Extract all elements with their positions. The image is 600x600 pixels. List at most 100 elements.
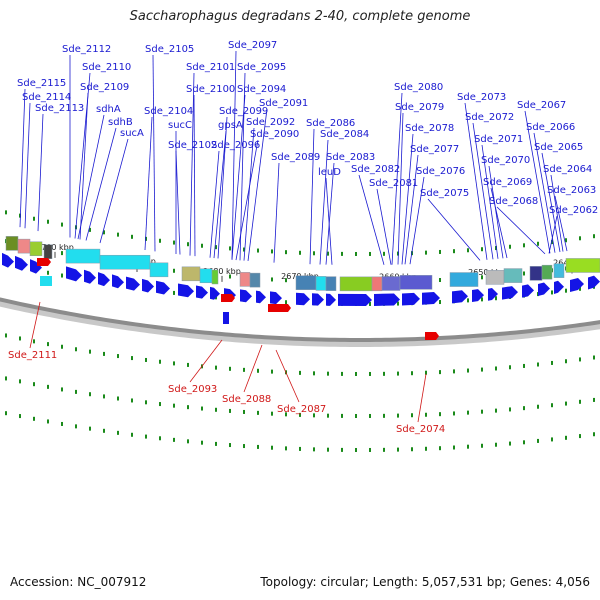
- dotted-ring-mark: [229, 366, 231, 371]
- dotted-ring-mark: [313, 371, 315, 376]
- dotted-ring-mark: [201, 243, 203, 248]
- leader-line: [309, 128, 315, 265]
- dotted-ring-mark: [33, 416, 35, 421]
- gene-label-sde-2083: Sde_2083: [326, 152, 375, 163]
- gene-label-sde-2064: Sde_2064: [543, 164, 592, 175]
- dotted-ring-mark: [187, 242, 189, 247]
- genome-summary-text: Topology: circular; Length: 5,057,531 bp…: [260, 575, 590, 589]
- dotted-ring-mark: [229, 246, 231, 251]
- dotted-ring-mark: [453, 369, 455, 374]
- feature-box: [29, 241, 43, 257]
- leader-line: [213, 130, 227, 259]
- leader-line: [404, 154, 419, 265]
- dotted-ring-mark: [299, 370, 301, 375]
- dotted-ring-mark: [383, 251, 385, 256]
- dotted-ring-mark: [103, 230, 105, 235]
- dotted-ring-mark: [355, 371, 357, 376]
- gene-label-sde-2109: Sde_2109: [80, 82, 129, 93]
- dotted-ring-mark: [509, 244, 511, 249]
- gene-label-sde-2100: Sde_2100: [186, 84, 235, 95]
- leader-line: [193, 94, 196, 257]
- dotted-ring-mark: [215, 441, 217, 446]
- feature-box: [211, 269, 219, 285]
- dotted-ring-mark: [117, 232, 119, 237]
- forward-gene-arrow: [538, 282, 550, 296]
- gene-label-sde-2069: Sde_2069: [483, 177, 532, 188]
- leader-line: [247, 108, 268, 261]
- dotted-ring-mark: [509, 365, 511, 370]
- gene-label-sde-2066: Sde_2066: [526, 122, 575, 133]
- gene-label-sde-2113: Sde_2113: [35, 103, 84, 114]
- dotted-ring-mark: [425, 446, 427, 451]
- dotted-ring-mark: [271, 277, 273, 282]
- gene-label-sdhb: sdhB: [108, 117, 133, 128]
- leader-line: [397, 112, 404, 265]
- gene-label-gpsa: gpsA: [218, 120, 243, 131]
- dotted-ring-mark: [187, 405, 189, 410]
- dotted-ring-mark: [257, 248, 259, 253]
- dotted-ring-mark: [61, 273, 63, 278]
- forward-gene-arrow: [588, 275, 600, 290]
- leader-line: [85, 127, 117, 241]
- forward-gene-arrow: [15, 255, 28, 271]
- dotted-ring-mark: [579, 236, 581, 241]
- dotted-ring-mark: [313, 413, 315, 418]
- dotted-ring-mark: [369, 413, 371, 418]
- dotted-ring-mark: [299, 250, 301, 255]
- leader-line: [24, 102, 31, 229]
- leader-line: [548, 215, 558, 254]
- gene-label-sde-2093: Sde_2093: [168, 384, 217, 395]
- feature-box: [295, 275, 317, 290]
- forward-gene-arrow: [326, 293, 336, 306]
- gene-label-sde-2062: Sde_2062: [549, 205, 598, 216]
- dotted-ring-mark: [89, 392, 91, 397]
- dotted-ring-mark: [523, 406, 525, 411]
- gene-label-sde-2095: Sde_2095: [237, 62, 286, 73]
- dotted-ring-mark: [565, 435, 567, 440]
- gene-label-sde-2094: Sde_2094: [237, 84, 286, 95]
- forward-gene-arrow: [142, 278, 154, 293]
- dotted-ring-mark: [159, 402, 161, 407]
- dotted-ring-mark: [495, 246, 497, 251]
- forward-gene-arrow: [522, 284, 534, 298]
- forward-gene-arrow: [223, 312, 229, 324]
- dotted-ring-mark: [425, 412, 427, 417]
- dotted-ring-mark: [565, 238, 567, 243]
- dotted-ring-mark: [327, 251, 329, 256]
- dotted-ring-mark: [145, 357, 147, 362]
- dotted-ring-mark: [411, 413, 413, 418]
- dotted-ring-mark: [565, 401, 567, 406]
- gene-label-sde-2067: Sde_2067: [517, 100, 566, 111]
- gene-label-sde-2099: Sde_2099: [219, 106, 268, 117]
- feature-box: [43, 244, 53, 259]
- gene-label-sdha: sdhA: [96, 104, 121, 115]
- dotted-ring-mark: [173, 403, 175, 408]
- leader-line: [235, 139, 259, 261]
- dotted-ring-mark: [243, 367, 245, 372]
- feature-box: [199, 268, 213, 284]
- reverse-gene-arrow: [425, 332, 439, 340]
- dotted-ring-mark: [355, 413, 357, 418]
- gene-label-sde-2082: Sde_2082: [351, 164, 400, 175]
- dotted-ring-mark: [159, 238, 161, 243]
- accession-text: Accession: NC_007912: [10, 575, 147, 589]
- dotted-ring-mark: [117, 396, 119, 401]
- forward-gene-arrow: [502, 286, 518, 300]
- feature-box: [503, 268, 523, 283]
- dotted-ring-mark: [453, 411, 455, 416]
- dotted-ring-mark: [33, 382, 35, 387]
- dotted-ring-mark: [173, 361, 175, 366]
- dotted-ring-mark: [523, 271, 525, 276]
- dotted-ring-mark: [481, 367, 483, 372]
- leader-line: [243, 127, 255, 261]
- feature-box: [371, 276, 383, 292]
- dotted-ring-mark: [145, 400, 147, 405]
- feature-box: [149, 262, 169, 278]
- dotted-ring-mark: [425, 370, 427, 375]
- dotted-ring-mark: [271, 249, 273, 254]
- dotted-ring-mark: [369, 251, 371, 256]
- leader-line: [231, 50, 237, 260]
- feature-box: [315, 276, 327, 291]
- dotted-ring-mark: [467, 248, 469, 253]
